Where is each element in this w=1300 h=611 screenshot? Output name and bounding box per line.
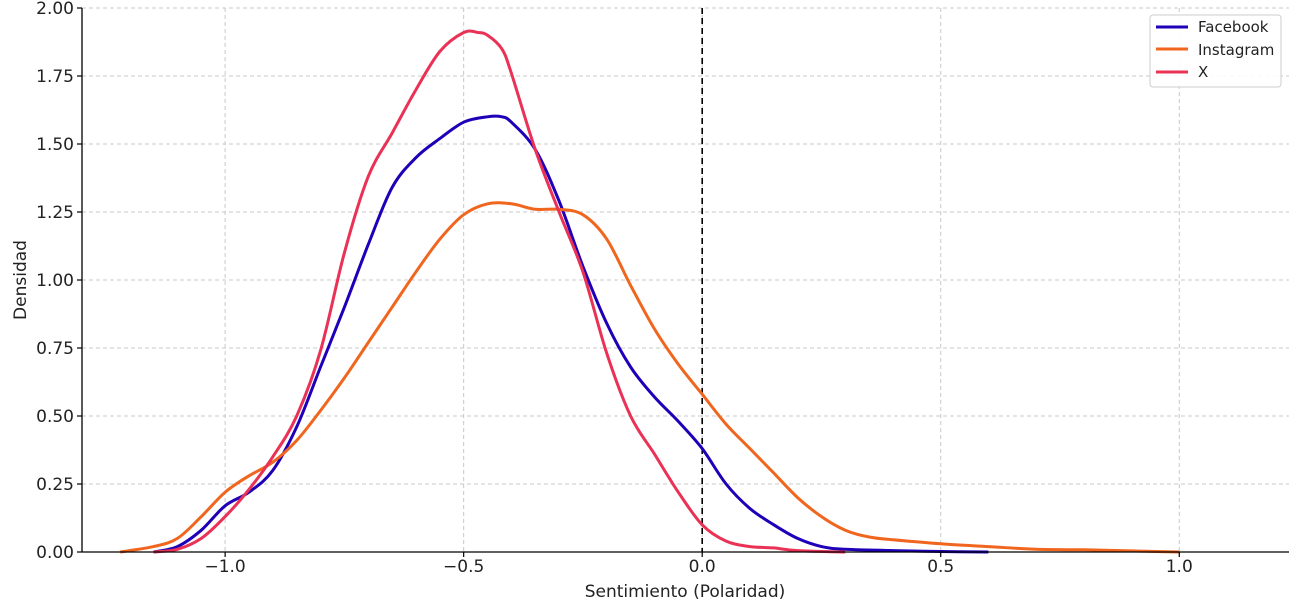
legend-label-x: X (1198, 63, 1208, 81)
y-tick-label: 0.50 (36, 407, 74, 427)
y-tick-label: 0.75 (36, 339, 74, 359)
y-tick-label: 1.00 (36, 271, 74, 291)
y-axis-label: Densidad (11, 240, 31, 320)
series-line-x (153, 29, 846, 554)
series-line-facebook (153, 114, 989, 554)
series-lines (119, 29, 1180, 554)
x-axis-label: Sentimiento (Polaridad) (585, 582, 786, 602)
legend-label-facebook: Facebook (1198, 18, 1269, 36)
tick-labels: −1.0 −0.5 0.0 0.5 1.0 0.00 0.25 0.50 0.75 1.00 1.2… (36, 0, 1193, 577)
legend-label-instagram: Instagram (1198, 41, 1274, 59)
y-tick-label: 2.00 (36, 0, 74, 19)
x-tick-label: −1.0 (204, 557, 245, 577)
y-tick-label: 1.50 (36, 135, 74, 155)
legend: Facebook Instagram X (1149, 14, 1282, 88)
y-tick-label: 1.75 (36, 67, 74, 87)
axes (77, 7, 1289, 557)
x-tick-label: 0.5 (927, 557, 954, 577)
series-line-instagram (119, 201, 1180, 554)
grid-lines (82, 7, 1289, 552)
y-tick-label: 0.25 (36, 475, 74, 495)
y-tick-label: 1.25 (36, 203, 74, 223)
legend-box (1149, 14, 1282, 88)
x-tick-label: −0.5 (443, 557, 484, 577)
y-tick-label: 0.00 (36, 543, 74, 563)
x-tick-label: 1.0 (1166, 557, 1193, 577)
x-tick-label: 0.0 (689, 557, 716, 577)
